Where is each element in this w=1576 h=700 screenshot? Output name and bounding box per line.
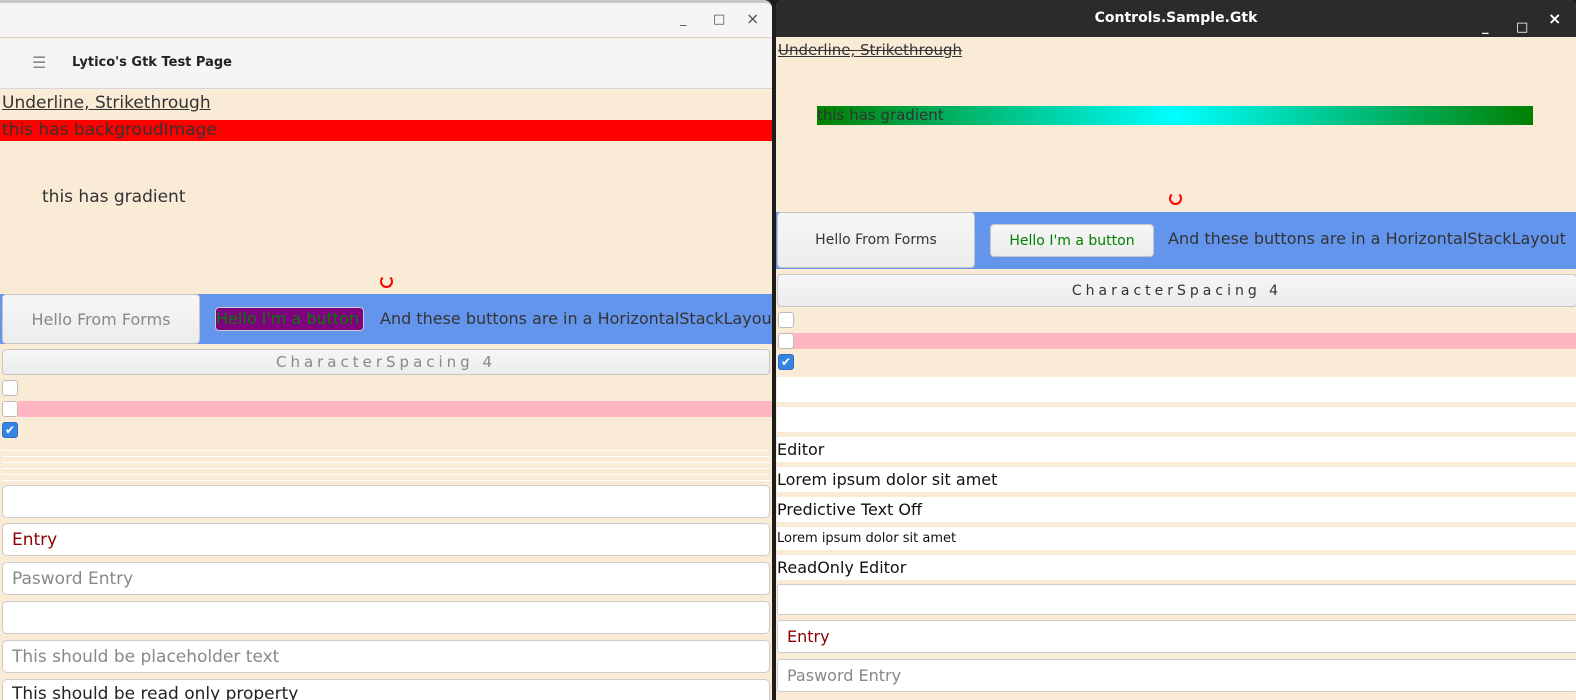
checkbox-3-checked[interactable]: ✔ <box>778 354 794 370</box>
stack-label: And these buttons are in a HorizontalSta… <box>1168 229 1566 248</box>
password-entry[interactable]: Pasword Entry <box>2 562 770 595</box>
predictive-off-editor[interactable]: Predictive Text Off <box>777 497 1576 522</box>
minimize-button[interactable]: _ <box>1482 20 1489 35</box>
right-window: Controls.Sample.Gtk _ □ × Underline, Str… <box>776 0 1576 700</box>
readonly-editor[interactable]: ReadOnly Editor <box>777 555 1576 580</box>
minimize-button[interactable]: _ <box>680 12 687 27</box>
editor-small[interactable]: Lorem ipsum dolor sit amet <box>777 527 1576 550</box>
maximize-button[interactable]: □ <box>713 12 726 27</box>
entry-2[interactable]: Entry <box>2 523 770 556</box>
checkbox-3-checked[interactable]: ✔ <box>2 422 18 438</box>
pink-row <box>792 333 1576 349</box>
checkbox-1[interactable] <box>2 380 18 396</box>
hello-forms-button[interactable]: Hello From Forms <box>777 212 975 268</box>
background-image-label: this has backgroudImage <box>0 120 772 141</box>
entry-1[interactable] <box>2 485 770 518</box>
underline-strikethrough-label: Underline, Strikethrough <box>778 41 963 59</box>
editor-3[interactable]: Editor <box>777 437 1576 462</box>
entry-1[interactable] <box>777 584 1576 615</box>
gradient-label: this has gradient <box>42 187 186 207</box>
header-bar: ☰ Lytico's Gtk Test Page <box>0 39 772 89</box>
pink-row <box>18 401 772 417</box>
window-title: Controls.Sample.Gtk <box>1094 10 1258 26</box>
entry-4[interactable] <box>2 601 770 634</box>
hello-forms-button[interactable]: Hello From Forms <box>2 294 200 344</box>
horizontal-stack: Hello From Forms Hello I'm a button And … <box>0 294 772 344</box>
character-spacing-button[interactable]: CharacterSpacing 4 <box>2 349 770 375</box>
placeholder-entry[interactable]: This should be placeholder text <box>2 640 770 673</box>
editor-4[interactable]: Lorem ipsum dolor sit amet <box>777 467 1576 492</box>
title-bar: Controls.Sample.Gtk _ □ × <box>776 0 1576 37</box>
entry-2[interactable]: Entry <box>777 620 1576 653</box>
checkbox-2[interactable] <box>778 333 794 349</box>
maximize-button[interactable]: □ <box>1516 20 1529 35</box>
empty-editors <box>2 445 770 483</box>
checkbox-2[interactable] <box>2 401 18 417</box>
stack-label: And these buttons are in a HorizontalSta… <box>380 309 772 328</box>
left-window: _ □ × ☰ Lytico's Gtk Test Page Underline… <box>0 0 772 700</box>
hamburger-icon[interactable]: ☰ <box>32 53 47 72</box>
horizontal-stack: Hello From Forms Hello I'm a button And … <box>776 212 1576 269</box>
close-button[interactable]: × <box>746 9 760 28</box>
underline-label: Underline, Strikethrough <box>2 93 211 113</box>
checkbox-1[interactable] <box>778 312 794 328</box>
editor-1[interactable] <box>777 377 1576 402</box>
activity-indicator <box>1169 192 1182 205</box>
gradient-label: this has gradient <box>817 106 1533 125</box>
activity-indicator <box>380 275 393 288</box>
character-spacing-button[interactable]: CharacterSpacing 4 <box>777 274 1576 307</box>
readonly-entry[interactable]: This should be read only property <box>2 679 770 700</box>
page-title: Lytico's Gtk Test Page <box>72 55 232 70</box>
close-button[interactable]: × <box>1548 9 1562 28</box>
hello-button[interactable]: Hello I'm a button <box>215 307 364 331</box>
password-entry[interactable]: Pasword Entry <box>777 659 1576 692</box>
title-bar: _ □ × <box>0 3 772 38</box>
hello-button[interactable]: Hello I'm a button <box>990 224 1154 257</box>
editor-2[interactable] <box>777 407 1576 432</box>
